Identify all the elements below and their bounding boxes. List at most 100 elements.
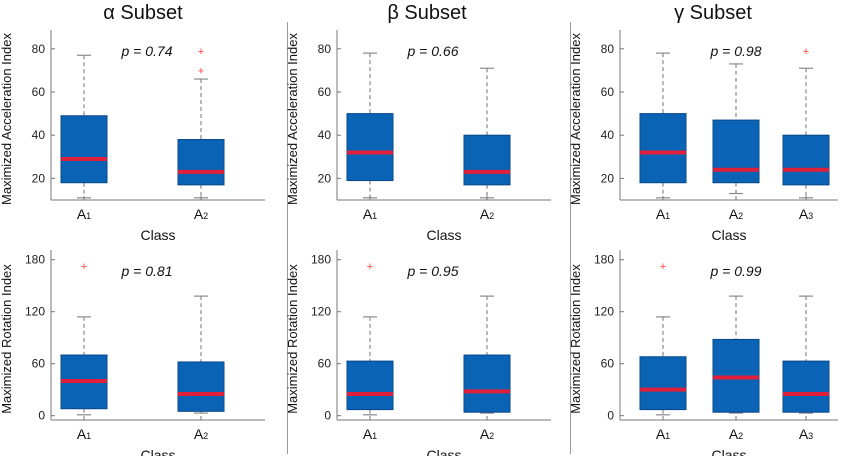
beta-subset-title: β Subset [387,2,467,24]
x-tick-label: A1 [77,206,91,222]
x-tick-label-subscript: 1 [372,431,377,441]
x-axis-label: Class [140,447,175,456]
y-tick-label: 40 [601,128,615,142]
box-a2: A2 [463,295,511,442]
y-tick-label: 40 [318,128,332,142]
x-axis-label: Class [711,227,746,243]
x-tick-label-subscript: 2 [203,211,208,221]
x-tick-label: A3 [799,426,813,442]
y-tick-label: 180 [25,253,45,267]
outlier-marker: + [367,261,373,273]
x-tick-label: A2 [194,206,208,222]
iqr-box [463,134,511,186]
box-a1: A1 [60,54,108,222]
box-a2: + + A2 [177,46,225,222]
box-a3: A3 [782,295,830,442]
y-tick-label: 80 [318,42,332,56]
y-axis-label: Maximized Acceleration Index [568,33,583,205]
p-value-annotation: p = 0.66 [407,43,459,59]
panel-alpha-rot: 0 60 120 180 Maximized Rotation Index Class p … [0,250,265,456]
x-tick-label: A3 [799,206,813,222]
box-a1: + A1 [60,261,108,442]
y-tick-label: 120 [311,305,331,319]
iqr-box [463,354,511,413]
x-tick-label-subscript: 3 [808,211,813,221]
x-tick-label-subscript: 2 [203,431,208,441]
x-axis-label: Class [426,227,461,243]
panel-beta-accel: 20 40 60 80 Maximized Acceleration Index Clas… [285,30,551,243]
p-value-annotation: p = 0.98 [710,43,762,59]
x-tick-label: A1 [363,206,377,222]
box-a1: + A1 [346,261,394,442]
iqr-box [782,360,830,413]
y-axis-label: Maximized Rotation Index [285,264,300,414]
x-tick-label: A2 [480,206,494,222]
x-tick-label-subscript: 2 [738,431,743,441]
x-tick-label: A2 [480,426,494,442]
iqr-box [639,356,687,411]
panel-alpha-accel: 20 40 60 80 Maximized Acceleration Index Clas… [0,30,265,243]
box-a1: A1 [346,52,394,222]
outlier-marker: + [660,261,666,273]
x-tick-label: A2 [194,426,208,442]
y-tick-label: 120 [25,305,45,319]
gamma-subset-title: γ Subset [674,2,752,24]
x-tick-label-subscript: 2 [489,431,494,441]
panel-gamma-rot: 0 60 120 180 Maximized Rotation Index Class p … [568,250,838,456]
y-tick-label: 60 [32,85,46,99]
alpha-subset-title: α Subset [103,2,183,24]
x-tick-label-subscript: 2 [738,211,743,221]
p-value-annotation: p = 0.99 [710,263,762,279]
y-tick-label: 60 [601,357,615,371]
iqr-box [346,360,394,411]
box-a1: A1 [639,52,687,222]
y-tick-label: 60 [601,85,615,99]
iqr-box [782,134,830,186]
box-a2: A2 [463,67,511,222]
y-tick-label: 20 [601,171,615,185]
y-axis-label: Maximized Acceleration Index [285,33,300,205]
x-axis-label: Class [140,227,175,243]
outlier-marker: + [198,46,204,58]
p-value-annotation: p = 0.74 [121,43,173,59]
x-tick-label-subscript: 1 [665,431,670,441]
column-divider-left [287,22,288,454]
box-a1: + A1 [639,261,687,442]
y-axis-label: Maximized Acceleration Index [0,33,14,205]
y-tick-label: 120 [594,305,614,319]
y-axis-label: Maximized Rotation Index [0,264,14,414]
iqr-box [177,361,225,412]
x-tick-label: A1 [77,426,91,442]
x-tick-label: A2 [729,206,743,222]
x-axis-label: Class [711,447,746,456]
y-tick-label: 0 [324,409,331,423]
x-tick-label: A1 [656,206,670,222]
x-tick-label-subscript: 2 [489,211,494,221]
x-tick-label: A2 [729,426,743,442]
y-tick-label: 80 [601,42,615,56]
iqr-box [60,115,108,184]
x-tick-label-subscript: 1 [86,431,91,441]
y-tick-label: 60 [318,85,332,99]
x-tick-label: A1 [363,426,377,442]
iqr-box [712,119,760,184]
y-tick-label: 80 [32,42,46,56]
box-a2: A2 [177,295,225,442]
y-tick-label: 40 [32,128,46,142]
y-tick-label: 60 [32,357,46,371]
p-value-annotation: p = 0.81 [121,263,173,279]
y-tick-label: 60 [318,357,332,371]
box-a3: + A3 [782,46,830,222]
outlier-marker: + [803,46,809,58]
column-divider-right [570,22,571,454]
panel-beta-rot: 0 60 120 180 Maximized Rotation Index Class p … [285,250,551,456]
iqr-box [177,139,225,186]
x-tick-label-subscript: 1 [665,211,670,221]
y-tick-label: 0 [607,409,614,423]
y-tick-label: 0 [38,409,45,423]
p-value-annotation: p = 0.95 [407,263,459,279]
iqr-box [639,113,687,184]
y-axis-label: Maximized Rotation Index [568,264,583,414]
box-a2: A2 [712,295,760,442]
